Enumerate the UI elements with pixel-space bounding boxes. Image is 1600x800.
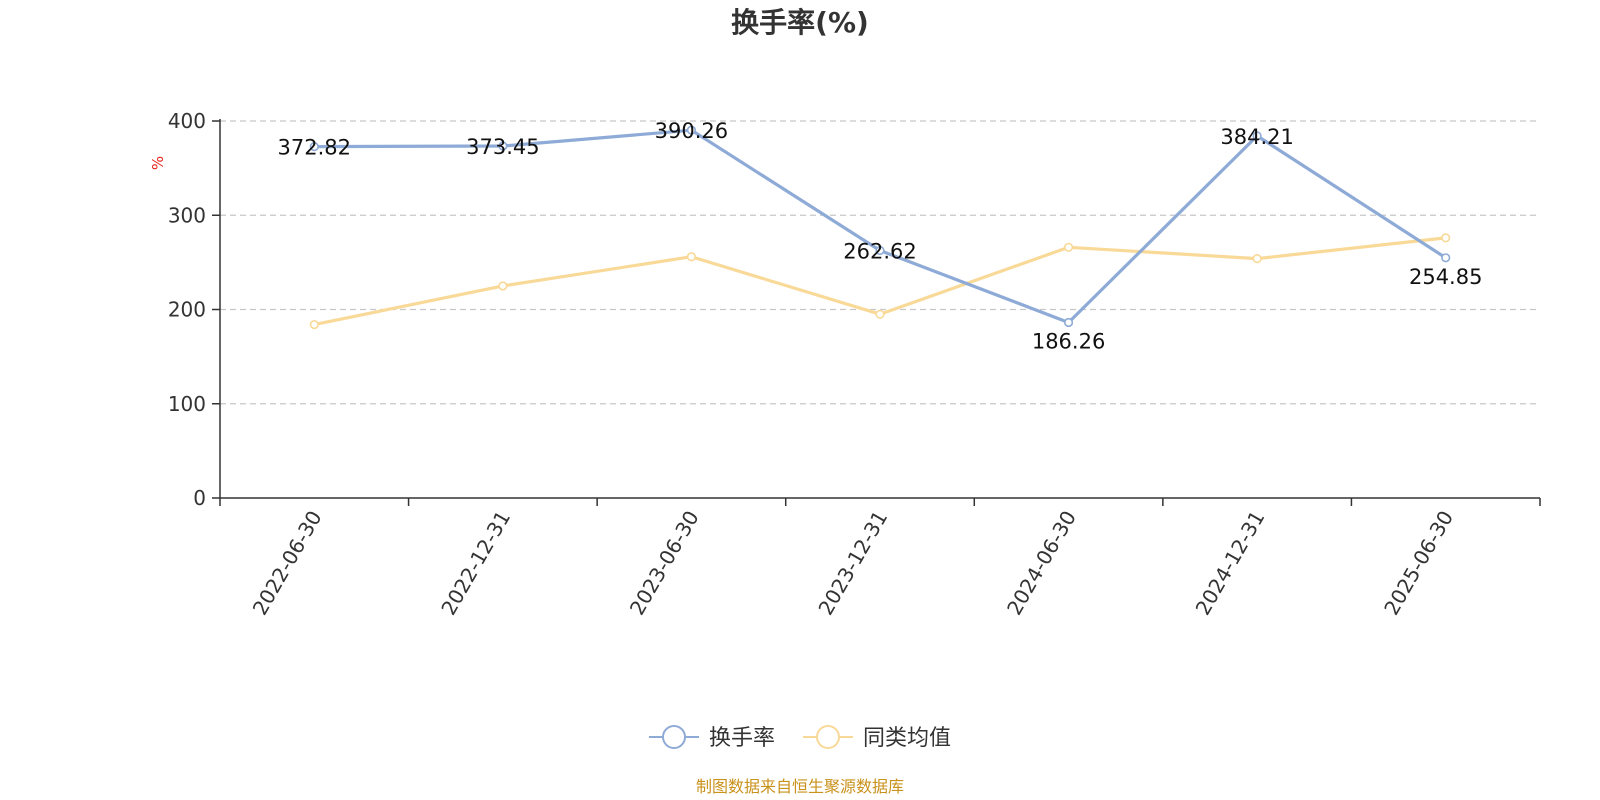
legend-circle-icon (662, 725, 686, 749)
x-tick-label: 2022-06-30 (248, 507, 327, 620)
data-point (1441, 233, 1451, 243)
series-lines (309, 125, 1451, 330)
y-tick-label: 0 (193, 486, 206, 510)
data-point (875, 309, 885, 319)
data-point (1252, 131, 1262, 141)
data-point (1252, 254, 1262, 264)
data-point (686, 125, 697, 135)
x-tick-label: 2023-06-30 (625, 507, 704, 620)
gridlines (220, 120, 1540, 405)
y-tick-label: 200 (168, 298, 206, 322)
data-label: 390.26 (655, 119, 728, 143)
legend-item-0[interactable]: 换手率 (649, 725, 775, 751)
data-source-note: 制图数据来自恒生聚源数据库 (696, 777, 904, 796)
data-point (498, 281, 508, 291)
data-point (1063, 317, 1074, 328)
data-label: 186.26 (1032, 329, 1105, 353)
y-axis-unit: % (149, 156, 167, 170)
x-tick-label: 2023-12-31 (813, 507, 892, 620)
data-point (1441, 253, 1451, 263)
y-tick-label: 300 (168, 203, 206, 227)
data-point (875, 245, 885, 256)
legend-item-1[interactable]: 同类均值 (803, 725, 951, 751)
data-point (686, 252, 697, 262)
x-tick-label: 2025-06-30 (1379, 507, 1458, 620)
data-point (309, 142, 319, 152)
data-label: 262.62 (843, 239, 916, 263)
legend-circle-icon (816, 725, 840, 749)
x-tick-label: 2024-06-30 (1002, 507, 1081, 620)
legend-label: 换手率 (709, 726, 775, 751)
data-point (309, 319, 319, 330)
data-labels: 372.82 373.45 390.26 262.62 186.26 384.21 254.… (278, 119, 1483, 353)
data-point (498, 141, 508, 151)
y-tick-label: 400 (168, 109, 206, 133)
x-tick-label: 2022-12-31 (436, 507, 515, 620)
data-label: 372.82 (278, 136, 351, 160)
chart-title: 换手率(%) (731, 6, 869, 39)
data-label: 384.21 (1220, 125, 1293, 149)
legend-label: 同类均值 (863, 726, 951, 751)
data-label: 373.45 (466, 135, 539, 159)
x-tick-label: 2024-12-31 (1191, 507, 1270, 620)
data-point (1063, 242, 1074, 252)
y-tick-label: 100 (168, 392, 206, 416)
data-label: 254.85 (1409, 265, 1482, 289)
legend[interactable]: 换手率 同类均值 (649, 725, 951, 751)
